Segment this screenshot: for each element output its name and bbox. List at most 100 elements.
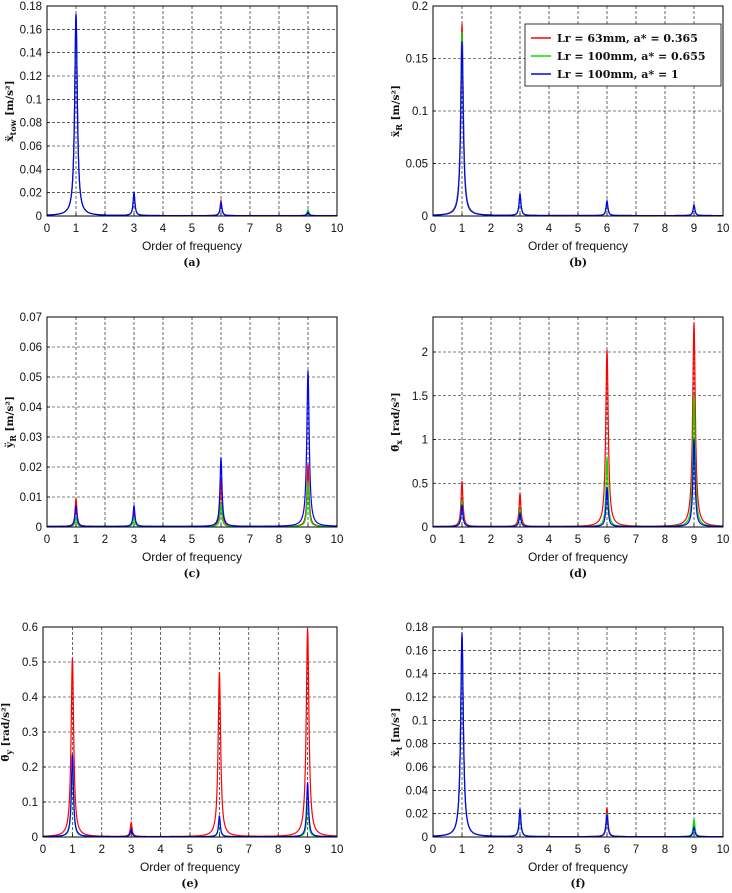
y-tick-label: 0: [422, 832, 428, 844]
x-tick-label: 7: [633, 534, 639, 546]
grid: [47, 317, 337, 527]
y-tick-label: 0.1: [412, 106, 428, 118]
x-tick-label: 2: [488, 534, 494, 546]
series-line-3: [47, 13, 337, 216]
y-axis-label: ẍR [m/s²]: [390, 85, 404, 137]
y-tick-label: 0.02: [20, 188, 42, 200]
x-tick-label: 10: [331, 844, 344, 856]
y-tick-label: 0.14: [406, 669, 429, 681]
x-tick-label: 1: [73, 223, 79, 235]
panel-caption: (b): [569, 256, 587, 269]
legend-label: Lr = 63mm, a* = 0.365: [557, 32, 698, 45]
y-tick-label: 0.03: [20, 432, 42, 444]
x-tick-label: 3: [517, 223, 523, 235]
x-tick-label: 1: [73, 534, 79, 546]
panel-caption: (d): [569, 567, 587, 580]
y-tick-label: 0.02: [406, 809, 428, 821]
panel-caption: (e): [181, 877, 198, 890]
x-axis-label: Order of frequency: [142, 239, 242, 253]
x-tick-label: 5: [575, 534, 581, 546]
y-axis-label: θ̈y [rad/s²]: [0, 702, 14, 761]
y-tick-label: 0.5: [412, 478, 428, 490]
y-tick-label: 0.05: [406, 159, 428, 171]
x-axis-label: Order of frequency: [142, 550, 242, 564]
x-tick-label: 8: [276, 534, 282, 546]
legend-label: Lr = 100mm, a* = 1: [557, 68, 679, 81]
x-tick-label: 9: [304, 844, 310, 856]
x-tick-label: 3: [131, 534, 137, 546]
x-tick-label: 4: [157, 844, 164, 856]
x-tick-label: 4: [160, 534, 167, 546]
x-tick-label: 9: [691, 534, 697, 546]
legend-box: [524, 23, 722, 87]
y-tick-label: 0.04: [20, 164, 43, 176]
x-tick-label: 5: [189, 223, 195, 235]
chart-panel-c: 0 1 2 3 4 5 6 7 8 9 10 0 0.01 0.02 0.03 0.04 0.05 0.06 0.0…: [3, 312, 343, 580]
legend: Lr = 63mm, a* = 0.365 Lr = 100mm, a* = 0.…: [524, 23, 722, 87]
y-tick-label: 0.08: [406, 739, 428, 751]
y-tick-label: 0.1: [26, 94, 42, 106]
x-tick-label: 6: [218, 223, 224, 235]
x-tick-label: 9: [305, 534, 311, 546]
y-tick-label: 0.04: [20, 402, 43, 414]
x-tick-label: 5: [189, 534, 195, 546]
x-tick-label: 7: [247, 223, 253, 235]
x-tick-label: 6: [218, 534, 224, 546]
chart-panel-a: 0 1 2 3 4 5 6 7 8 9 10 0 0.02 0.04 0.06 0.08 0.1 0.12 0.14…: [4, 1, 343, 269]
panel-caption: (f): [570, 877, 585, 890]
x-tick-label: 10: [717, 223, 730, 235]
series-line-1: [433, 635, 723, 837]
y-tick-label: 0.5: [22, 657, 38, 669]
x-tick-label: 4: [546, 223, 553, 235]
x-tick-label: 2: [488, 223, 494, 235]
y-tick-label: 0.02: [20, 462, 42, 474]
y-tick-label: 0.16: [406, 645, 428, 657]
x-tick-label: 5: [575, 223, 581, 235]
x-tick-label: 1: [459, 534, 465, 546]
y-tick-label: 0.12: [20, 71, 42, 83]
y-axis-label: ẍt [m/s²]: [390, 707, 404, 756]
y-tick-label: 0: [422, 211, 428, 223]
x-tick-label: 2: [102, 534, 108, 546]
x-tick-label: 2: [488, 844, 494, 856]
grid: [433, 317, 723, 527]
x-tick-label: 10: [331, 534, 344, 546]
x-tick-label: 3: [517, 844, 523, 856]
y-tick-label: 0: [32, 832, 38, 844]
chart-panel-b: 0 1 2 3 4 5 6 7 8 9 10 0 0.05 0.1 0.15 0.2 Order of freq…: [390, 1, 729, 269]
grid: [47, 6, 337, 216]
y-tick-label: 0.14: [20, 48, 43, 60]
y-tick-label: 0.08: [20, 118, 42, 130]
x-axis-label: Order of frequency: [528, 239, 628, 253]
y-tick-label: 0.2: [22, 762, 38, 774]
y-tick-label: 0.18: [406, 622, 428, 634]
x-tick-label: 6: [604, 223, 610, 235]
series-group: [47, 13, 337, 216]
x-tick-label: 5: [575, 844, 581, 856]
x-axis-label: Order of frequency: [140, 860, 240, 874]
y-tick-label: 0.6: [22, 622, 38, 634]
x-tick-label: 9: [691, 223, 697, 235]
panel-caption: (a): [183, 256, 201, 269]
x-tick-label: 0: [430, 223, 436, 235]
y-tick-label: 1.5: [412, 391, 428, 403]
x-tick-label: 0: [44, 223, 50, 235]
x-tick-label: 4: [546, 534, 553, 546]
y-tick-label: 0.2: [412, 1, 428, 13]
x-tick-label: 0: [430, 534, 436, 546]
chart-panel-d: 0 1 2 3 4 5 6 7 8 9 10 0 0.5 1 1.5 2 Order of frequency θ…: [390, 316, 729, 580]
x-tick-label: 6: [604, 534, 610, 546]
grid: [433, 627, 723, 837]
y-tick-label: 0.01: [20, 492, 42, 504]
y-tick-label: 1: [422, 435, 428, 447]
x-tick-label: 3: [131, 223, 137, 235]
x-tick-label: 2: [102, 223, 108, 235]
series-line-1: [47, 14, 337, 216]
y-tick-label: 0.06: [20, 342, 42, 354]
x-tick-label: 0: [40, 844, 46, 856]
x-axis-label: Order of frequency: [528, 550, 628, 564]
grid: [43, 627, 337, 837]
y-tick-label: 0.1: [412, 715, 428, 727]
y-tick-label: 0.12: [406, 692, 428, 704]
